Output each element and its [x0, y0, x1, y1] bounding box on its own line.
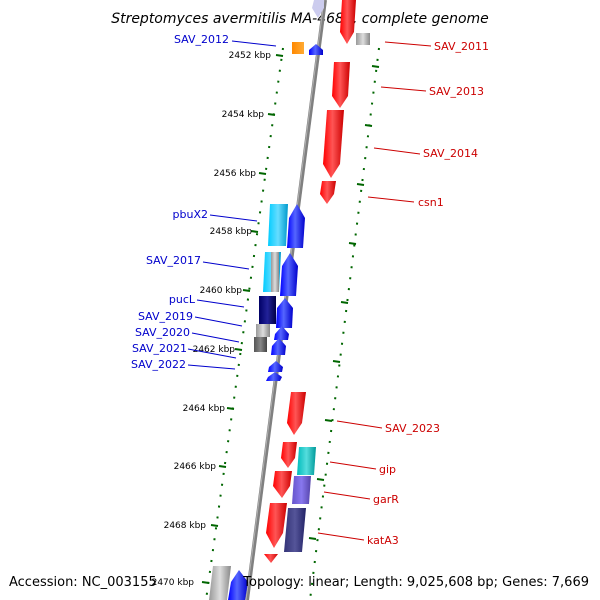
gene-kata3[interactable] — [284, 508, 306, 552]
gene-blue-arrow[interactable] — [271, 338, 286, 355]
gene-label-csn1[interactable]: csn1 — [418, 196, 444, 209]
kbp-label: 2454 kbp — [222, 110, 265, 120]
gene-sav-2017-gray[interactable] — [271, 252, 279, 292]
gene-sav-2013[interactable] — [332, 62, 350, 108]
genome-summary-text: Topology: linear; Length: 9,025,608 bp; … — [242, 575, 589, 590]
gene-top-partial[interactable] — [312, 0, 324, 18]
gene-label-sav-2017[interactable]: SAV_2017 — [146, 254, 201, 267]
gene-red-arrow[interactable] — [264, 554, 278, 563]
gene-blue-arrow[interactable] — [276, 298, 293, 328]
right-gene-labels: SAV_2011 SAV_2013 SAV_2014 csn1 SAV_2023… — [367, 40, 489, 547]
gene-label-sav-2019[interactable]: SAV_2019 — [138, 310, 193, 323]
map-title: Streptomyces avermitilis MA-4680, comple… — [111, 11, 489, 27]
gene-red-arrow[interactable] — [266, 503, 287, 548]
gene-csn1[interactable] — [320, 181, 336, 204]
gene-blue-arrow[interactable] — [309, 44, 323, 55]
left-gene-labels: SAV_2012 pbuX2 SAV_2017 pucL SAV_2019 SA… — [131, 33, 229, 371]
gene-sav-2021[interactable] — [268, 361, 283, 372]
kbp-label: 2470 kbp — [152, 578, 195, 588]
gene-gip[interactable] — [297, 447, 316, 475]
kbp-label: 2456 kbp — [214, 169, 257, 179]
reverse-strand-genes — [264, 0, 370, 563]
gene-sav-2020[interactable] — [254, 337, 267, 352]
gene-bottom-blue[interactable] — [228, 570, 248, 600]
accession-text: Accession: NC_003155 — [9, 575, 157, 590]
left-leader-lines — [187, 40, 277, 370]
gene-label-sav-2022[interactable]: SAV_2022 — [131, 358, 186, 371]
right-tick-lane — [309, 47, 380, 600]
kbp-label: 2468 kbp — [164, 521, 207, 531]
scale-labels: 2452 kbp 2454 kbp 2456 kbp 2458 kbp 2460… — [152, 51, 272, 588]
gene-bottom-gray[interactable] — [209, 566, 231, 600]
gene-label-sav-2013[interactable]: SAV_2013 — [429, 85, 484, 98]
gene-blue-arrow[interactable] — [287, 204, 305, 248]
gene-label-kata3[interactable]: katA3 — [367, 534, 399, 547]
gene-label-sav-2014[interactable]: SAV_2014 — [423, 147, 478, 160]
gene-sav-2014[interactable] — [323, 110, 344, 178]
gene-label-pbux2[interactable]: pbuX2 — [173, 208, 208, 221]
kbp-label: 2462 kbp — [193, 345, 236, 355]
gene-label-sav-2011[interactable]: SAV_2011 — [434, 40, 489, 53]
gene-sav-2011[interactable] — [340, 0, 356, 44]
gene-label-sav-2023[interactable]: SAV_2023 — [385, 422, 440, 435]
kbp-label: 2466 kbp — [174, 462, 217, 472]
gene-label-sav-2012[interactable]: SAV_2012 — [174, 33, 229, 46]
kbp-label: 2452 kbp — [229, 51, 272, 61]
gene-sav-2011-gray[interactable] — [356, 33, 370, 45]
gene-pucl[interactable] — [259, 296, 276, 324]
gene-sav-2019[interactable] — [256, 324, 270, 337]
gene-blue-arrow[interactable] — [274, 326, 289, 340]
major-ticks — [201, 54, 380, 584]
kbp-label: 2464 kbp — [183, 404, 226, 414]
gene-red-arrow[interactable] — [281, 442, 297, 468]
gene-red-arrow[interactable] — [273, 471, 292, 498]
gene-label-pucl[interactable]: pucL — [169, 293, 196, 306]
gene-label-gip[interactable]: gip — [379, 463, 396, 476]
gene-sav-2022[interactable] — [266, 372, 282, 381]
right-leader-lines — [317, 41, 432, 541]
gene-label-garr[interactable]: garR — [373, 493, 399, 506]
gene-label-sav-2020[interactable]: SAV_2020 — [135, 326, 190, 339]
gene-sav-2012[interactable] — [292, 42, 304, 54]
gene-pbux2[interactable] — [268, 204, 288, 246]
gene-blue-arrow[interactable] — [280, 253, 298, 296]
kbp-label: 2460 kbp — [200, 286, 243, 296]
gene-sav-2023[interactable] — [287, 392, 306, 435]
gene-label-sav-2021[interactable]: SAV_2021 — [132, 342, 187, 355]
kbp-label: 2458 kbp — [210, 227, 253, 237]
gene-garr[interactable] — [292, 476, 311, 504]
forward-strand-genes — [209, 0, 324, 600]
